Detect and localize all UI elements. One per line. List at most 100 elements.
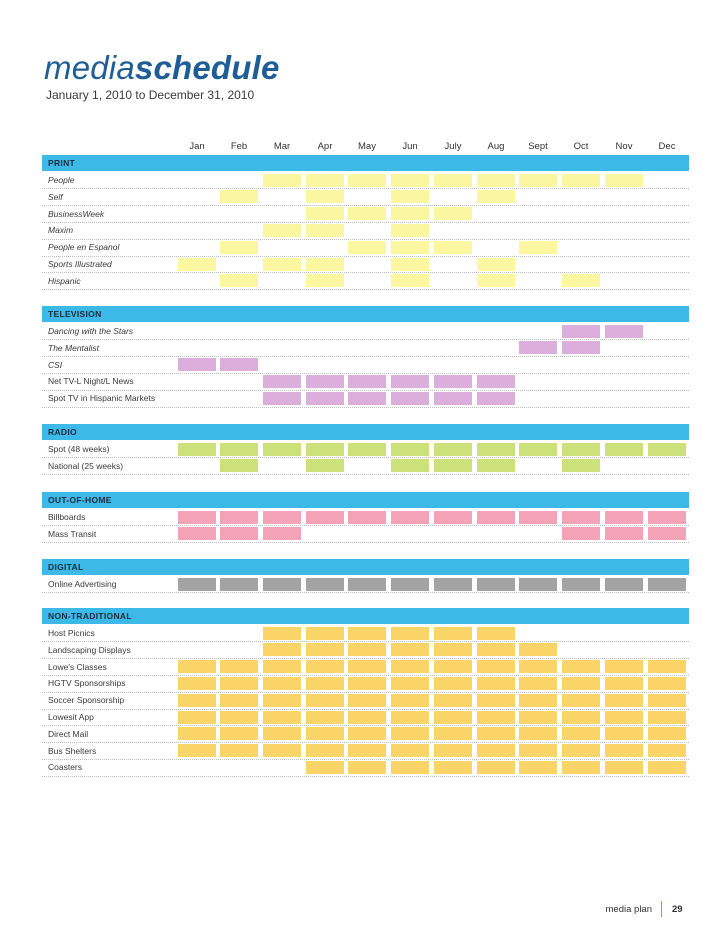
schedule-cell-sept — [519, 710, 557, 724]
schedule-cell-jun — [391, 223, 429, 237]
schedule-cell-oct — [562, 324, 600, 338]
section-header-print: PRINT — [42, 155, 689, 171]
schedule-cell-sept — [519, 727, 557, 741]
schedule-cell-mar — [263, 223, 301, 237]
schedule-cell-feb — [220, 358, 258, 372]
schedule-cell-jan — [178, 358, 216, 372]
schedule-cell-may — [348, 626, 386, 640]
row-label: Direct Mail — [48, 728, 89, 739]
schedule-cell-may — [348, 760, 386, 774]
schedule-cell-jun — [391, 710, 429, 724]
row-divider — [42, 691, 689, 693]
title-bold: schedule — [134, 49, 280, 86]
month-header: Oct — [573, 141, 589, 152]
schedule-cell-july — [434, 643, 472, 657]
page-title: mediaschedule — [44, 50, 280, 86]
title-light: media — [44, 49, 135, 86]
schedule-cell-jun — [391, 693, 429, 707]
row-label: Billboards — [48, 512, 86, 522]
schedule-cell-jan — [178, 744, 216, 758]
month-header: July — [444, 141, 462, 152]
schedule-cell-may — [348, 240, 386, 254]
row-label: Net TV-L Night/L News — [48, 376, 134, 387]
schedule-cell-feb — [220, 710, 258, 724]
schedule-cell-mar — [263, 577, 301, 591]
row-divider — [42, 339, 689, 341]
schedule-cell-may — [348, 676, 386, 690]
month-header: Aug — [487, 141, 505, 152]
schedule-cell-mar — [263, 374, 301, 388]
schedule-cell-mar — [263, 510, 301, 524]
schedule-cell-jun — [391, 391, 429, 405]
schedule-cell-nov — [605, 510, 643, 524]
schedule-cell-sept — [519, 760, 557, 774]
schedule-cell-apr — [306, 693, 344, 707]
schedule-cell-apr — [306, 710, 344, 724]
row-label: Bus Shelters — [48, 745, 97, 756]
schedule-cell-nov — [605, 710, 643, 724]
schedule-cell-jan — [178, 693, 216, 707]
row-label: Sports Illustrated — [48, 259, 112, 269]
schedule-cell-nov — [605, 577, 643, 591]
schedule-cell-aug — [477, 274, 515, 288]
schedule-cell-mar — [263, 257, 301, 271]
row-divider — [42, 525, 689, 527]
row-divider — [42, 674, 689, 676]
schedule-cell-sept — [519, 173, 557, 187]
schedule-cell-aug — [477, 257, 515, 271]
row-divider — [42, 474, 689, 476]
schedule-cell-jun — [391, 760, 429, 774]
schedule-cell-nov — [605, 442, 643, 456]
schedule-cell-oct — [562, 577, 600, 591]
schedule-cell-dec — [648, 660, 686, 674]
schedule-cell-may — [348, 643, 386, 657]
schedule-cell-jun — [391, 744, 429, 758]
schedule-cell-jan — [178, 442, 216, 456]
schedule-cell-july — [434, 660, 472, 674]
schedule-cell-aug — [477, 577, 515, 591]
schedule-cell-dec — [648, 760, 686, 774]
schedule-cell-july — [434, 760, 472, 774]
row-divider — [42, 406, 689, 408]
schedule-cell-oct — [562, 459, 600, 473]
schedule-cell-apr — [306, 207, 344, 221]
schedule-cell-apr — [306, 257, 344, 271]
schedule-cell-nov — [605, 676, 643, 690]
schedule-cell-may — [348, 374, 386, 388]
schedule-cell-apr — [306, 274, 344, 288]
row-divider — [42, 457, 689, 459]
schedule-cell-jun — [391, 173, 429, 187]
schedule-cell-july — [434, 710, 472, 724]
schedule-cell-sept — [519, 676, 557, 690]
row-divider — [42, 289, 689, 291]
schedule-cell-feb — [220, 676, 258, 690]
schedule-cell-feb — [220, 510, 258, 524]
schedule-cell-july — [434, 693, 472, 707]
schedule-cell-july — [434, 374, 472, 388]
schedule-cell-aug — [477, 442, 515, 456]
schedule-cell-sept — [519, 643, 557, 657]
row-divider — [42, 658, 689, 660]
schedule-cell-apr — [306, 626, 344, 640]
row-divider — [42, 372, 689, 374]
schedule-cell-apr — [306, 760, 344, 774]
schedule-cell-feb — [220, 527, 258, 541]
schedule-cell-may — [348, 442, 386, 456]
schedule-cell-may — [348, 710, 386, 724]
schedule-cell-feb — [220, 577, 258, 591]
schedule-cell-mar — [263, 676, 301, 690]
row-label: Spot TV in Hispanic Markets — [48, 393, 156, 404]
row-divider — [42, 221, 689, 223]
schedule-cell-mar — [263, 643, 301, 657]
schedule-cell-mar — [263, 693, 301, 707]
schedule-cell-july — [434, 442, 472, 456]
schedule-cell-oct — [562, 744, 600, 758]
month-header: May — [358, 141, 376, 152]
date-range: January 1, 2010 to December 31, 2010 — [46, 88, 255, 102]
schedule-cell-jun — [391, 660, 429, 674]
schedule-cell-july — [434, 727, 472, 741]
schedule-cell-oct — [562, 510, 600, 524]
schedule-cell-oct — [562, 274, 600, 288]
schedule-cell-jun — [391, 727, 429, 741]
month-header: Dec — [658, 141, 676, 152]
